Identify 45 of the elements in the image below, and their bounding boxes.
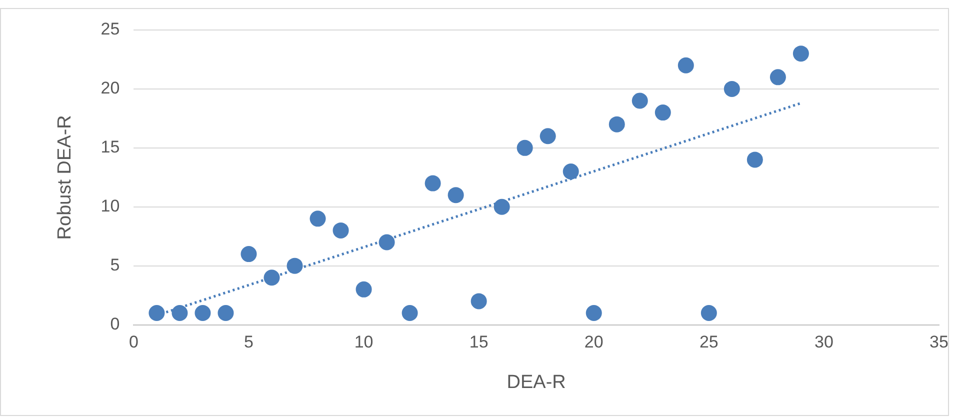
point bbox=[402, 305, 418, 322]
x-tick-label: 15 bbox=[469, 332, 488, 352]
point bbox=[632, 92, 648, 109]
x-tick-label: 30 bbox=[814, 332, 834, 352]
point bbox=[172, 305, 188, 322]
point bbox=[746, 152, 763, 168]
point bbox=[332, 222, 349, 238]
point bbox=[700, 305, 717, 322]
point bbox=[286, 258, 303, 274]
point bbox=[678, 57, 694, 74]
point bbox=[356, 281, 372, 298]
point bbox=[194, 305, 211, 322]
x-axis-title: DEA-R bbox=[506, 372, 566, 393]
point bbox=[470, 293, 487, 310]
y-axis-title: Robust DEA-R bbox=[54, 115, 76, 240]
point bbox=[770, 69, 786, 86]
point bbox=[310, 210, 326, 227]
y-tick-label: 0 bbox=[110, 314, 120, 334]
point bbox=[724, 80, 740, 97]
x-tick-label: 25 bbox=[699, 332, 718, 352]
point bbox=[218, 305, 234, 322]
point bbox=[540, 128, 556, 144]
x-tick-label: 20 bbox=[584, 332, 604, 352]
point bbox=[516, 140, 533, 156]
y-tick-label: 10 bbox=[100, 196, 120, 216]
y-tick-label: 25 bbox=[100, 20, 120, 39]
y-tick-label: 20 bbox=[100, 78, 120, 98]
point bbox=[494, 198, 510, 215]
point bbox=[264, 270, 280, 286]
point bbox=[378, 234, 395, 250]
point bbox=[792, 46, 809, 62]
point bbox=[654, 104, 671, 121]
point bbox=[586, 305, 602, 322]
point bbox=[448, 187, 464, 204]
x-tick-label: 35 bbox=[930, 332, 948, 352]
point bbox=[424, 175, 441, 192]
point bbox=[240, 246, 257, 262]
point bbox=[608, 116, 625, 132]
x-tick-label: 0 bbox=[128, 332, 138, 352]
y-tick-label: 5 bbox=[110, 256, 120, 275]
y-tick-label: 15 bbox=[100, 138, 120, 157]
x-tick-label: 10 bbox=[354, 332, 374, 352]
x-tick-label: 5 bbox=[244, 332, 254, 352]
point bbox=[562, 164, 579, 180]
point bbox=[148, 305, 165, 322]
